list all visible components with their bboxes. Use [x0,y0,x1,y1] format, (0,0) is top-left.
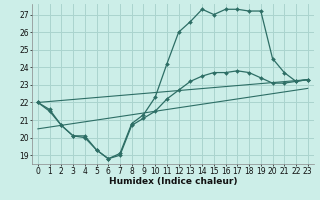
X-axis label: Humidex (Indice chaleur): Humidex (Indice chaleur) [108,177,237,186]
